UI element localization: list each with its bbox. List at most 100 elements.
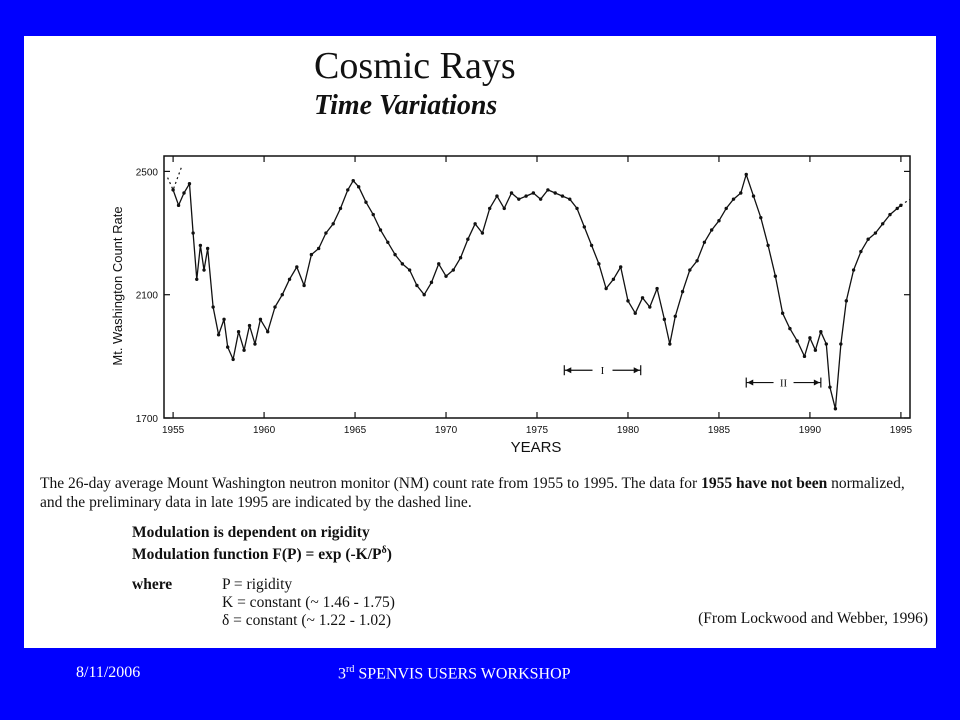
data-point bbox=[242, 348, 246, 352]
data-point bbox=[582, 225, 587, 229]
data-point bbox=[187, 182, 192, 186]
interval-arrow-left bbox=[747, 379, 754, 386]
data-point bbox=[422, 293, 426, 297]
data-point bbox=[216, 333, 221, 337]
data-point bbox=[182, 191, 186, 195]
series-line-dashed bbox=[167, 164, 183, 191]
data-point bbox=[844, 299, 849, 303]
data-point bbox=[171, 188, 175, 192]
data-point bbox=[473, 222, 477, 226]
data-point bbox=[437, 262, 441, 266]
data-point bbox=[338, 206, 343, 211]
data-point bbox=[553, 191, 557, 195]
data-point bbox=[247, 323, 252, 328]
data-point bbox=[759, 215, 763, 220]
modulation-line-2: Modulation function F(P) = exp (-K/Pδ) bbox=[132, 545, 392, 564]
slide-subtitle: Time Variations bbox=[314, 90, 498, 121]
data-point bbox=[560, 194, 565, 198]
data-point bbox=[813, 348, 818, 352]
data-point bbox=[662, 317, 667, 322]
data-point bbox=[191, 231, 195, 235]
data-point bbox=[633, 311, 637, 315]
data-point bbox=[888, 212, 892, 217]
data-point bbox=[575, 206, 579, 211]
data-point bbox=[231, 357, 235, 362]
x-tick-label: 1960 bbox=[253, 425, 276, 436]
data-point bbox=[531, 191, 536, 195]
footer-date: 8/11/2006 bbox=[76, 664, 141, 681]
modulation-line-1: Modulation is dependent on rigidity bbox=[132, 524, 370, 541]
x-tick-label: 1990 bbox=[799, 425, 822, 436]
y-tick-label: 2100 bbox=[136, 291, 159, 302]
data-point bbox=[458, 256, 463, 260]
data-point bbox=[378, 228, 383, 232]
data-point bbox=[400, 262, 405, 266]
data-point bbox=[739, 191, 743, 195]
data-point bbox=[517, 197, 521, 201]
data-point bbox=[881, 222, 885, 226]
data-point bbox=[702, 240, 707, 245]
annotation-layer: III bbox=[563, 365, 822, 390]
data-point bbox=[655, 286, 659, 291]
data-point bbox=[280, 293, 284, 297]
data-point bbox=[324, 231, 328, 235]
data-point bbox=[466, 237, 470, 241]
data-point bbox=[795, 339, 799, 343]
data-point bbox=[524, 194, 528, 198]
data-point bbox=[751, 194, 756, 198]
data-point bbox=[302, 283, 306, 288]
data-point bbox=[851, 268, 856, 272]
x-axis-label: YEARS bbox=[511, 439, 562, 456]
data-point bbox=[680, 289, 685, 294]
data-point bbox=[253, 342, 257, 346]
data-point bbox=[873, 231, 878, 235]
data-point bbox=[859, 249, 863, 254]
data-point bbox=[393, 252, 397, 257]
data-point bbox=[415, 283, 419, 288]
data-point bbox=[731, 197, 736, 201]
y-axis-ticks: 1700 2100 2500 bbox=[136, 167, 910, 425]
data-point bbox=[780, 311, 785, 315]
data-point bbox=[626, 299, 630, 303]
data-point bbox=[568, 197, 572, 201]
caption-text-1: The 26-day average Mount Washington neut… bbox=[40, 475, 702, 492]
neutron-count-chart: 1955 1960 1965 1970 1975 1980 1985 1990 1995 170… bbox=[110, 155, 912, 456]
data-point bbox=[597, 262, 601, 266]
data-point bbox=[495, 194, 499, 198]
data-point bbox=[688, 268, 692, 272]
data-point bbox=[509, 191, 514, 195]
data-point bbox=[287, 277, 292, 281]
data-point bbox=[205, 246, 210, 251]
x-tick-label: 1970 bbox=[435, 425, 458, 436]
definitions: P = rigidity K = constant (~ 1.46 - 1.75… bbox=[222, 576, 482, 630]
x-tick-label: 1985 bbox=[708, 425, 731, 436]
data-point bbox=[695, 259, 699, 263]
data-point bbox=[295, 265, 299, 269]
where-label: where bbox=[132, 576, 173, 593]
x-axis-ticks: 1955 1960 1965 1970 1975 1980 1985 1990 1995 bbox=[162, 156, 912, 436]
data-point bbox=[611, 277, 616, 281]
definition-k: K = constant (~ 1.46 - 1.75) bbox=[222, 594, 395, 611]
data-point bbox=[211, 305, 215, 309]
x-tick-label: 1955 bbox=[162, 425, 185, 436]
data-point bbox=[802, 354, 807, 359]
data-point bbox=[386, 240, 390, 245]
data-point bbox=[640, 296, 645, 300]
interval-label: II bbox=[780, 378, 788, 390]
y-tick-label: 1700 bbox=[136, 414, 159, 425]
data-point bbox=[668, 342, 672, 346]
data-point bbox=[773, 274, 778, 278]
x-tick-label: 1965 bbox=[344, 425, 367, 436]
x-tick-label: 1995 bbox=[890, 425, 913, 436]
figure-caption: The 26-day average Mount Washington neut… bbox=[40, 474, 930, 512]
slide-panel: Cosmic Rays Time Variations 1955 1960 1965… bbox=[24, 36, 936, 648]
data-point bbox=[266, 329, 270, 334]
data-point bbox=[604, 286, 608, 291]
interval-arrow-right bbox=[633, 367, 640, 374]
data-point bbox=[538, 197, 543, 201]
data-point bbox=[309, 252, 314, 257]
data-point bbox=[236, 329, 241, 334]
series-layer bbox=[167, 164, 911, 411]
caption-bold: 1955 have not been bbox=[701, 475, 828, 492]
data-point bbox=[356, 185, 361, 189]
